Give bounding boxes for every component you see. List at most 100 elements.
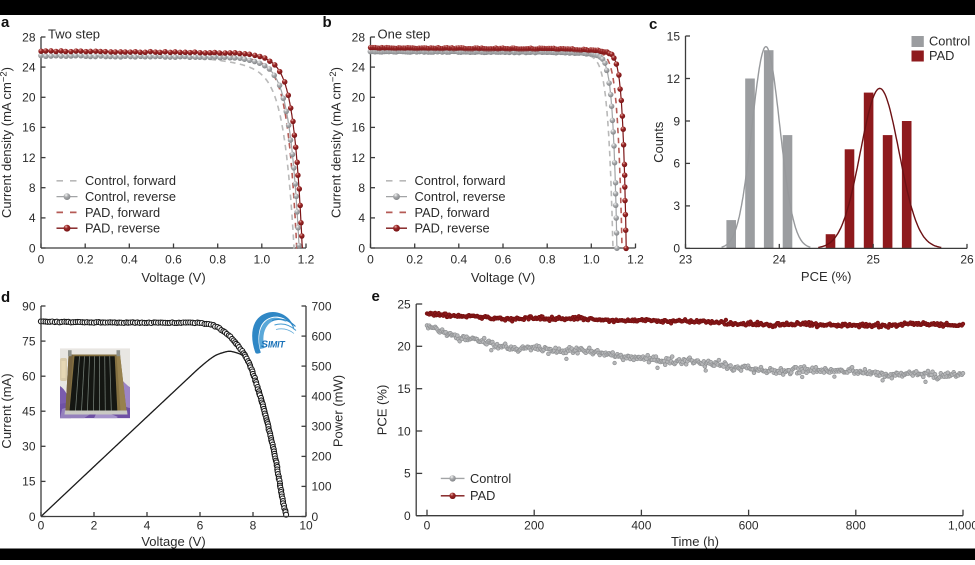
svg-text:Control, reverse: Control, reverse xyxy=(85,189,176,204)
svg-text:e: e xyxy=(372,288,380,305)
svg-text:Time (h): Time (h) xyxy=(671,534,719,549)
svg-text:1.0: 1.0 xyxy=(583,253,600,267)
svg-text:Voltage (V): Voltage (V) xyxy=(141,270,205,285)
svg-text:0: 0 xyxy=(424,519,431,533)
svg-text:1.2: 1.2 xyxy=(298,253,315,267)
svg-text:12: 12 xyxy=(667,72,681,86)
svg-text:1.0: 1.0 xyxy=(253,253,270,267)
svg-text:3: 3 xyxy=(673,199,680,213)
svg-text:Voltage (V): Voltage (V) xyxy=(141,534,205,549)
svg-text:75: 75 xyxy=(22,334,36,348)
svg-text:b: b xyxy=(323,14,332,31)
svg-text:24: 24 xyxy=(773,253,787,267)
svg-text:45: 45 xyxy=(22,405,36,419)
svg-text:600: 600 xyxy=(739,519,759,533)
svg-text:25: 25 xyxy=(397,297,411,311)
svg-text:16: 16 xyxy=(352,121,366,135)
svg-text:24: 24 xyxy=(352,60,366,74)
svg-text:0.2: 0.2 xyxy=(406,253,423,267)
svg-text:d: d xyxy=(1,289,10,306)
svg-text:15: 15 xyxy=(22,475,36,489)
svg-text:0: 0 xyxy=(38,519,45,533)
svg-text:Control: Control xyxy=(929,34,970,49)
svg-text:Current density (mA cm−2): Current density (mA cm−2) xyxy=(0,67,14,218)
svg-text:PAD, forward: PAD, forward xyxy=(85,205,160,220)
svg-text:500: 500 xyxy=(312,359,332,373)
svg-text:12: 12 xyxy=(22,151,36,165)
svg-text:4: 4 xyxy=(358,211,365,225)
svg-text:0.8: 0.8 xyxy=(539,253,556,267)
svg-text:Current (mA): Current (mA) xyxy=(0,373,14,448)
svg-text:6: 6 xyxy=(197,519,204,533)
svg-text:0: 0 xyxy=(404,509,411,523)
svg-text:300: 300 xyxy=(312,420,332,434)
svg-text:28: 28 xyxy=(22,30,36,44)
svg-text:200: 200 xyxy=(312,450,332,464)
svg-text:600: 600 xyxy=(312,329,332,343)
svg-text:5: 5 xyxy=(404,467,411,481)
svg-text:1,000: 1,000 xyxy=(948,519,975,533)
svg-text:PAD, forward: PAD, forward xyxy=(415,205,490,220)
svg-text:Power (mW): Power (mW) xyxy=(331,375,346,447)
svg-text:Current density (mA cm−2): Current density (mA cm−2) xyxy=(328,67,344,218)
svg-text:0: 0 xyxy=(358,241,365,255)
svg-text:Control: Control xyxy=(470,471,511,486)
svg-text:10: 10 xyxy=(299,519,313,533)
svg-text:Two step: Two step xyxy=(48,27,100,42)
svg-text:0.6: 0.6 xyxy=(165,253,182,267)
svg-text:PAD: PAD xyxy=(929,48,954,63)
svg-text:60: 60 xyxy=(22,370,36,384)
svg-text:24: 24 xyxy=(22,60,36,74)
svg-text:Counts: Counts xyxy=(651,121,666,163)
svg-text:a: a xyxy=(1,14,10,31)
svg-text:15: 15 xyxy=(667,29,681,43)
svg-text:PAD, reverse: PAD, reverse xyxy=(85,221,160,236)
svg-text:26: 26 xyxy=(960,253,974,267)
svg-text:0.2: 0.2 xyxy=(77,253,94,267)
svg-text:0: 0 xyxy=(29,510,36,524)
svg-text:15: 15 xyxy=(397,382,411,396)
svg-text:100: 100 xyxy=(312,480,332,494)
svg-text:0.4: 0.4 xyxy=(450,253,467,267)
svg-text:0: 0 xyxy=(38,253,45,267)
svg-text:0: 0 xyxy=(29,241,36,255)
svg-text:4: 4 xyxy=(144,519,151,533)
svg-text:PCE (%): PCE (%) xyxy=(375,385,390,436)
svg-text:0.4: 0.4 xyxy=(121,253,138,267)
svg-text:4: 4 xyxy=(29,211,36,225)
svg-text:16: 16 xyxy=(22,121,36,135)
svg-text:8: 8 xyxy=(250,519,257,533)
svg-text:20: 20 xyxy=(352,91,366,105)
svg-text:20: 20 xyxy=(397,340,411,354)
svg-text:PAD: PAD xyxy=(470,488,495,503)
svg-text:12: 12 xyxy=(352,151,366,165)
svg-text:400: 400 xyxy=(631,519,651,533)
svg-text:23: 23 xyxy=(679,253,693,267)
svg-text:Voltage (V): Voltage (V) xyxy=(471,270,535,285)
svg-text:0.6: 0.6 xyxy=(495,253,512,267)
svg-text:25: 25 xyxy=(867,253,881,267)
svg-text:700: 700 xyxy=(312,299,332,313)
svg-text:PCE (%): PCE (%) xyxy=(801,269,852,284)
svg-text:10: 10 xyxy=(397,424,411,438)
svg-text:Control, reverse: Control, reverse xyxy=(415,189,506,204)
svg-text:1.2: 1.2 xyxy=(627,253,644,267)
svg-text:One step: One step xyxy=(378,27,431,42)
svg-text:SIMIT: SIMIT xyxy=(261,339,285,351)
svg-text:0.8: 0.8 xyxy=(209,253,226,267)
svg-text:800: 800 xyxy=(846,519,866,533)
svg-text:200: 200 xyxy=(524,519,544,533)
svg-text:0: 0 xyxy=(367,253,374,267)
svg-text:2: 2 xyxy=(91,519,98,533)
svg-text:9: 9 xyxy=(673,114,680,128)
svg-text:PAD, reverse: PAD, reverse xyxy=(415,221,490,236)
svg-text:c: c xyxy=(649,16,657,33)
svg-text:400: 400 xyxy=(312,390,332,404)
svg-text:8: 8 xyxy=(358,181,365,195)
svg-text:6: 6 xyxy=(673,157,680,171)
svg-text:20: 20 xyxy=(22,91,36,105)
svg-text:90: 90 xyxy=(22,299,36,313)
svg-text:Control, forward: Control, forward xyxy=(85,173,176,188)
svg-text:28: 28 xyxy=(352,30,366,44)
svg-text:8: 8 xyxy=(29,181,36,195)
